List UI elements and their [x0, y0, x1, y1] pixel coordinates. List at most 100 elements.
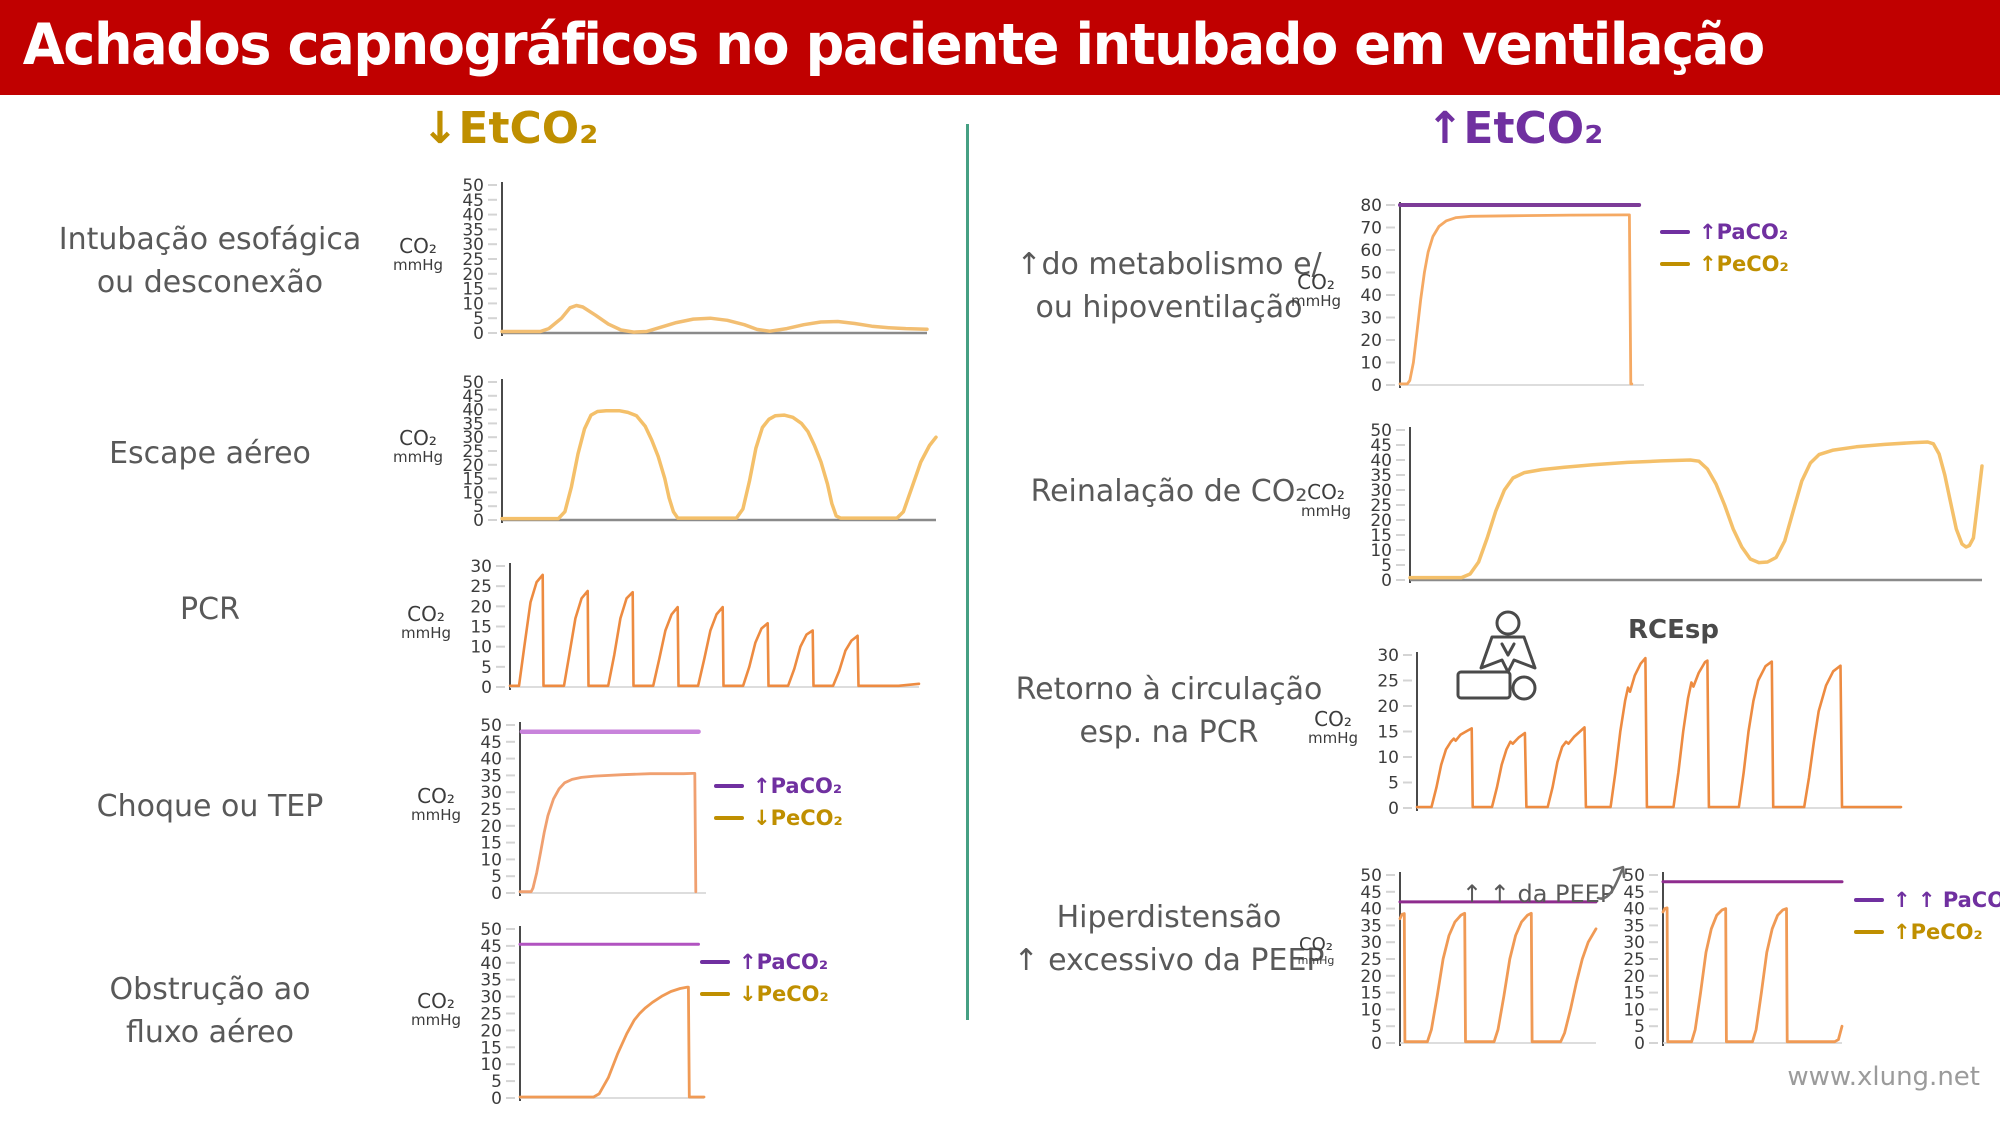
y-tick-label: 0: [473, 324, 484, 344]
y-tick-label: 10: [1623, 1000, 1645, 1020]
y-tick-label: 25: [480, 1005, 502, 1025]
y-tick-label: 20: [1623, 967, 1645, 987]
y-tick-label: 25: [462, 250, 484, 270]
legend-swatch: [700, 992, 730, 996]
y-tick-label: 45: [1360, 883, 1382, 903]
y-axis-label-co2-mmhg: CO₂ mmHg: [1286, 935, 1346, 967]
capnogram-waveform: [1398, 911, 1598, 1044]
y-axis-label-mmhg: mmHg: [410, 806, 462, 824]
y-axis-label-co2-mmhg: CO₂ mmHg: [406, 785, 466, 824]
chart-legend-choque: ↑PaCO₂ ↓PeCO₂: [714, 770, 843, 834]
y-tick-label: 30: [1370, 481, 1392, 501]
legend-label: ↓PeCO₂: [739, 982, 829, 1006]
y-tick-label: 25: [480, 800, 502, 820]
y-tick-label: 15: [1360, 984, 1382, 1004]
y-tick-label: 10: [480, 850, 502, 870]
left-column-header-low-etco2: ↓EtCO₂: [421, 103, 599, 154]
row-label-esofagica: Intubação esofágica ou desconexão: [30, 218, 390, 304]
row-label-line: ↑do metabolismo e/: [1016, 247, 1322, 282]
row-label-line: Obstrução ao: [109, 972, 311, 1007]
legend-label: ↑PeCO₂: [1699, 252, 1789, 276]
row-label-pcr: PCR: [30, 588, 390, 631]
y-tick-label: 40: [480, 954, 502, 974]
capnogram-waveform: [1415, 656, 1903, 809]
y-axis-label-mmhg: mmHg: [1297, 953, 1335, 967]
legend-entry: ↑PeCO₂: [1854, 916, 2000, 948]
y-tick-label: 60: [1360, 241, 1382, 261]
row-label-line: PCR: [180, 592, 240, 627]
y-tick-label: 0: [1371, 376, 1382, 396]
y-tick-label: 50: [480, 716, 502, 736]
y-tick-label: 45: [480, 937, 502, 957]
y-tick-label: 30: [470, 557, 492, 577]
y-tick-label: 5: [1381, 556, 1392, 576]
y-tick-label: 5: [491, 1072, 502, 1092]
y-tick-label: 50: [462, 373, 484, 393]
row-label-reinalacao: Reinalação de CO₂: [995, 470, 1343, 513]
legend-label: ↓PeCO₂: [753, 806, 843, 830]
y-tick-label: 0: [491, 884, 502, 904]
y-tick-label: 40: [1623, 900, 1645, 920]
legend-entry: ↑PaCO₂: [714, 770, 843, 802]
y-axis-label-co2: CO₂: [1297, 270, 1335, 294]
y-axis-label-co2: CO₂: [1314, 706, 1352, 731]
y-axis-label-co2: CO₂: [1307, 480, 1345, 504]
y-axis-label-co2-mmhg: CO₂ mmHg: [1296, 481, 1356, 520]
y-tick-label: 50: [1623, 866, 1645, 886]
y-tick-label: 80: [1360, 196, 1382, 216]
y-tick-label: 50: [480, 920, 502, 940]
y-tick-label: 30: [1360, 309, 1382, 329]
y-tick-label: 10: [1377, 748, 1399, 768]
legend-entry: ↓PeCO₂: [700, 978, 829, 1010]
y-axis-label-co2: CO₂: [407, 601, 445, 626]
y-axis-label-co2: CO₂: [1299, 934, 1333, 955]
y-axis-label-mmhg: mmHg: [392, 448, 444, 466]
y-tick-label: 25: [470, 577, 492, 597]
y-axis-label-co2-mmhg: CO₂ mmHg: [388, 235, 448, 274]
legend-swatch: [1854, 930, 1884, 934]
y-tick-label: 5: [1388, 774, 1399, 794]
y-tick-label: 0: [1381, 571, 1392, 591]
right-column-header-high-etco2: ↑EtCO₂: [1426, 103, 1604, 154]
y-axis-label-co2-mmhg: CO₂ mmHg: [388, 427, 448, 466]
y-tick-label: 35: [480, 766, 502, 786]
row-label-escape: Escape aéreo: [30, 432, 390, 475]
y-tick-label: 30: [462, 428, 484, 448]
capnogram-waveform: [500, 408, 938, 521]
y-tick-label: 5: [473, 309, 484, 329]
y-axis-label-mmhg: mmHg: [1290, 292, 1342, 310]
legend-label: ↑PaCO₂: [753, 774, 843, 798]
y-tick-label: 40: [1360, 286, 1382, 306]
legend-entry: ↑PeCO₂: [1660, 248, 1789, 280]
row-label-line: ↑ excessivo da PEEP: [1013, 943, 1325, 978]
row-label-line: esp. na PCR: [1079, 715, 1259, 750]
y-tick-label: 45: [462, 191, 484, 211]
y-tick-label: 15: [470, 618, 492, 638]
y-tick-label: 10: [462, 294, 484, 314]
y-axis-label-mmhg: mmHg: [1307, 728, 1359, 747]
y-tick-label: 25: [1360, 950, 1382, 970]
y-tick-label: 5: [473, 497, 484, 517]
y-tick-label: 15: [462, 470, 484, 490]
y-axis-label-mmhg: mmHg: [1300, 502, 1352, 520]
chart-legend-peep_right: ↑ ↑ PaCO₂ ↑PeCO₂: [1854, 884, 2000, 948]
y-tick-label: 20: [462, 456, 484, 476]
y-axis-label-co2: CO₂: [417, 784, 455, 808]
y-tick-label: 15: [480, 1038, 502, 1058]
row-label-choque: Choque ou TEP: [30, 785, 390, 828]
y-tick-label: 0: [1388, 799, 1399, 819]
capnogram-waveform: [508, 573, 921, 688]
legend-label: ↑ ↑ PaCO₂: [1893, 888, 2000, 912]
legend-swatch: [700, 960, 730, 964]
y-tick-label: 45: [1623, 883, 1645, 903]
capnogram-waveform: [1661, 906, 1844, 1044]
y-tick-label: 10: [462, 483, 484, 503]
y-tick-label: 20: [462, 265, 484, 285]
y-tick-label: 40: [462, 401, 484, 421]
